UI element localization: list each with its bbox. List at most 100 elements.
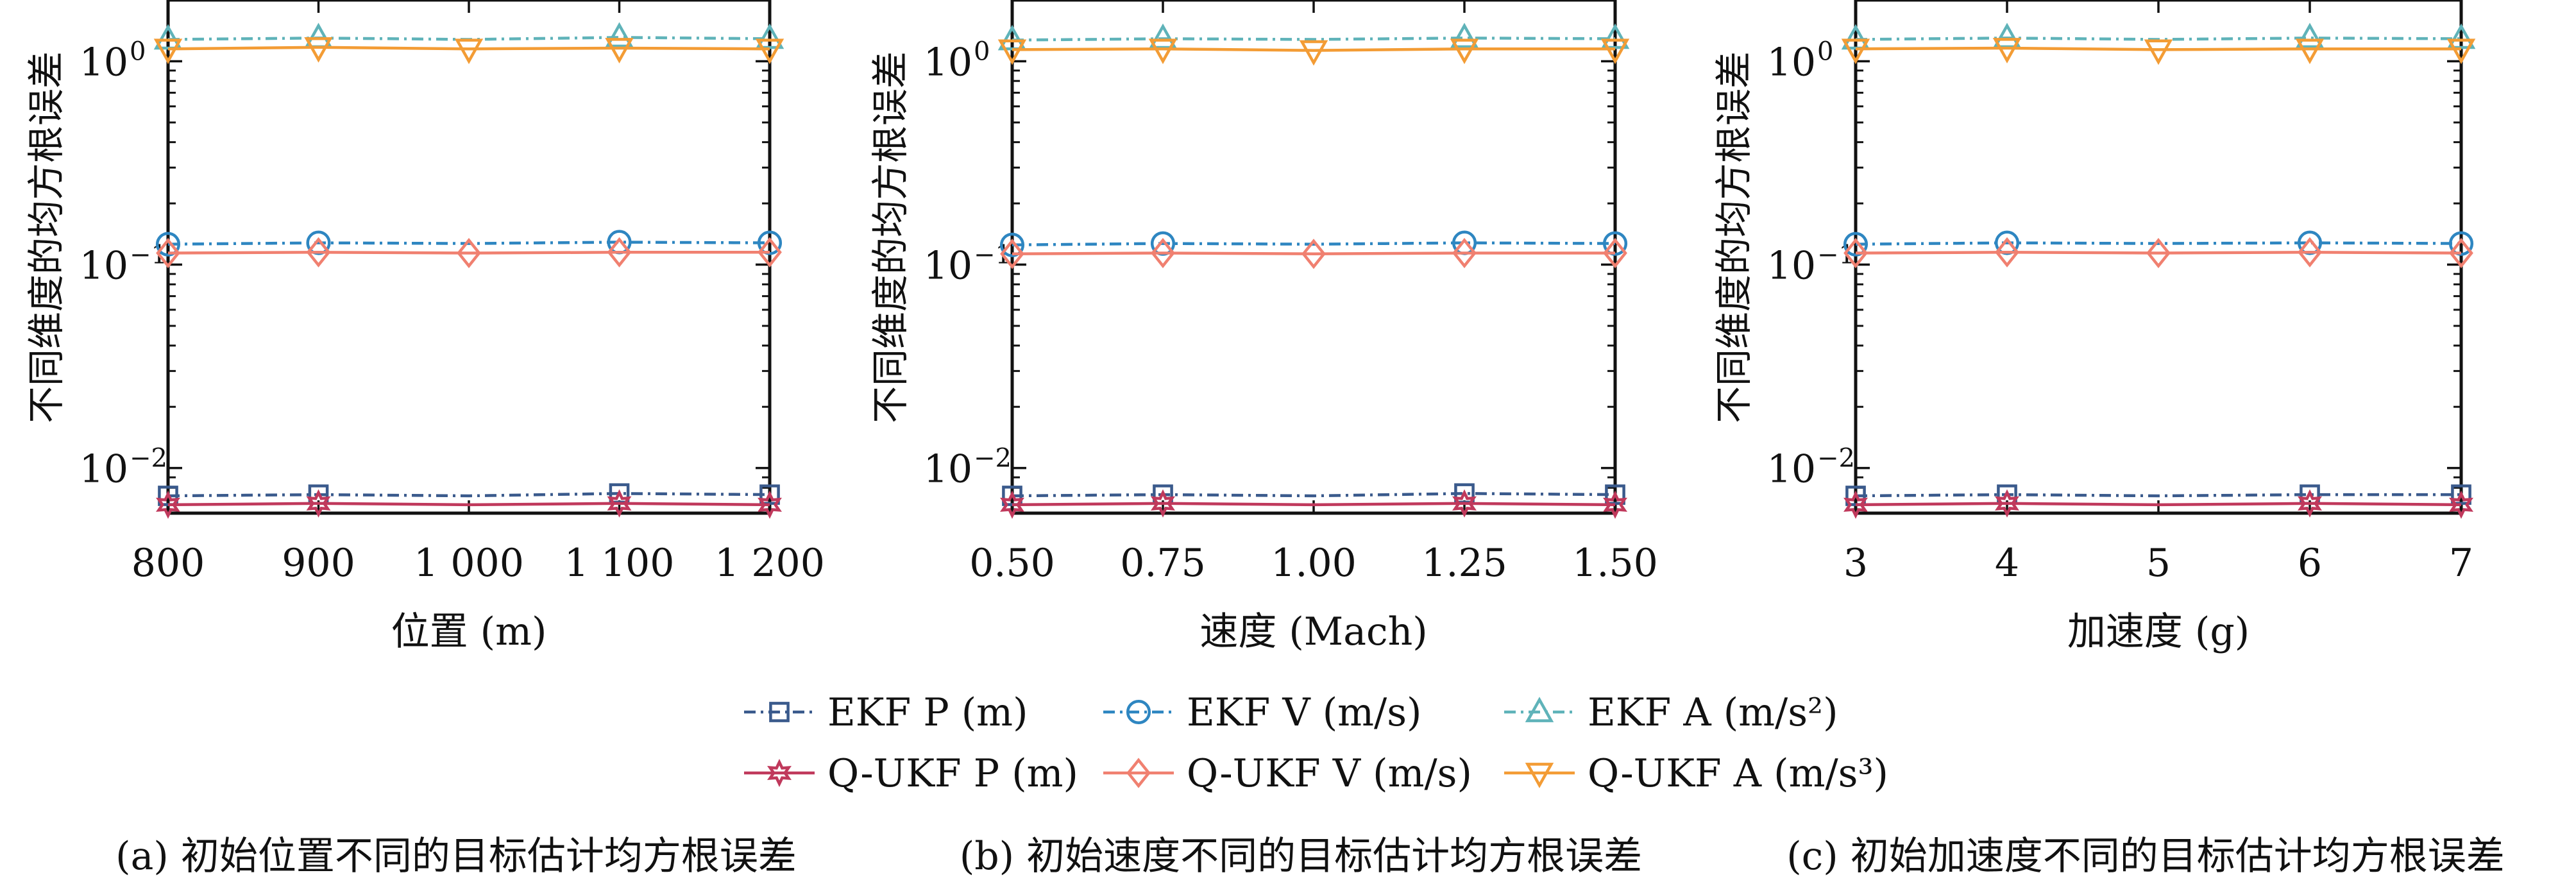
series-line-ekf_a <box>1855 37 2462 41</box>
legend-item-ekf_p: EKF P (m) <box>744 690 1028 735</box>
legend-marker-diamond <box>1126 758 1151 788</box>
series-line-qukf_v <box>1855 251 2462 255</box>
legend-item-qukf_p: Q-UKF P (m) <box>744 751 1078 796</box>
legend-marker-triangle-down <box>1525 763 1554 788</box>
data-point-ekf_v <box>2448 231 2474 256</box>
data-point-ekf_a <box>2295 22 2325 49</box>
y-tick-exponent: −1 <box>130 241 167 270</box>
data-point-qukf_a <box>1299 40 1328 66</box>
data-point-qukf_p <box>607 489 632 518</box>
series-line-ekf_v <box>1855 241 2462 246</box>
series-ekf_v <box>155 230 783 257</box>
legend-item-ekf_a: EKF A (m/s²) <box>1504 690 1838 735</box>
data-point-qukf_v <box>156 237 180 269</box>
x-tick-label: 7 <box>2449 541 2473 586</box>
data-point-qukf_v <box>607 237 632 267</box>
x-tick-label: 1.25 <box>1421 541 1507 586</box>
y-tick-label: 10 <box>924 447 972 492</box>
series-line-qukf_a <box>1012 47 1615 52</box>
data-point-qukf_a <box>2295 38 2325 65</box>
legend-label: EKF P (m) <box>827 690 1028 735</box>
x-axis-label: 位置 (m) <box>391 609 547 654</box>
x-tick-label: 0.75 <box>1120 541 1206 586</box>
data-point-qukf_p <box>1452 489 1477 518</box>
y-tick-label: 10 <box>1767 40 1816 85</box>
x-tick-label: 1.00 <box>1271 541 1357 586</box>
y-tick-label: 10 <box>1767 447 1816 492</box>
data-point-ekf_v <box>155 232 181 257</box>
panel-caption: (a) 初始位置不同的目标估计均方根误差 <box>115 834 797 879</box>
data-point-qukf_p <box>1995 489 2019 518</box>
legend-marker-triangle-up <box>1525 697 1554 722</box>
data-point-qukf_a <box>605 38 634 64</box>
legend-marker-star <box>767 758 792 788</box>
series-line-qukf_p <box>167 502 770 507</box>
data-point-qukf_a <box>1992 38 2022 64</box>
legend-label: Q-UKF P (m) <box>827 751 1078 796</box>
y-tick-exponent: −1 <box>974 241 1012 270</box>
y-tick-label: 10 <box>924 40 972 85</box>
series-line-ekf_p <box>1855 493 2461 498</box>
series-ekf_a <box>997 22 1630 51</box>
plot-frame <box>1010 0 1617 515</box>
series-qukf_a <box>1841 38 2476 65</box>
series-qukf_a <box>153 37 784 65</box>
y-tick-label: 10 <box>80 447 128 492</box>
series-ekf_a <box>153 22 784 50</box>
legend-label: EKF A (m/s²) <box>1588 690 1838 735</box>
y-tick-exponent: 0 <box>1817 37 1833 66</box>
legend-item-qukf_v: Q-UKF V (m/s) <box>1103 751 1472 796</box>
x-tick-label: 1 200 <box>715 541 825 586</box>
legend-item-qukf_a: Q-UKF A (m/s³) <box>1504 751 1888 796</box>
x-tick-label: 1 000 <box>414 541 524 586</box>
series-ekf_a <box>1841 22 2476 50</box>
data-point-qukf_p <box>2449 490 2473 519</box>
plot-frame <box>166 0 772 515</box>
data-point-qukf_a <box>755 38 784 65</box>
x-tick-label: 900 <box>282 541 355 586</box>
data-point-qukf_v <box>1452 237 1477 269</box>
data-point-qukf_p <box>2298 489 2322 518</box>
data-point-qukf_a <box>454 38 484 65</box>
y-tick-exponent: 0 <box>974 37 990 66</box>
series-line-qukf_v <box>1012 251 1615 255</box>
data-point-qukf_v <box>1995 237 2019 267</box>
series-line-qukf_a <box>167 46 770 51</box>
series-line-ekf_v <box>167 241 770 246</box>
x-tick-label: 1 100 <box>564 541 675 586</box>
x-tick-label: 6 <box>2298 541 2322 586</box>
series-qukf_p <box>1843 489 2473 519</box>
series-line-ekf_p <box>1012 492 1616 498</box>
x-tick-label: 3 <box>1843 541 1868 586</box>
data-point-qukf_v <box>2146 237 2171 269</box>
legend-marker-square <box>769 702 790 722</box>
data-point-qukf_v <box>1151 237 1175 269</box>
y-tick-exponent: −1 <box>1817 241 1855 270</box>
plot-frame <box>1854 0 2463 515</box>
y-axis-label: 不同维度的均方根误差 <box>1712 51 1756 423</box>
series-qukf_v <box>156 237 782 269</box>
y-tick-label: 10 <box>1767 244 1816 289</box>
legend-label: Q-UKF V (m/s) <box>1187 751 1472 796</box>
data-point-qukf_a <box>2144 39 2173 65</box>
data-point-qukf_p <box>1151 489 1175 518</box>
data-point-qukf_v <box>457 237 481 269</box>
data-point-qukf_v <box>1301 239 1326 269</box>
x-axis-label: 速度 (Mach) <box>1199 609 1427 654</box>
x-tick-label: 5 <box>2146 541 2171 586</box>
data-point-qukf_a <box>1450 38 1479 65</box>
series-line-qukf_p <box>1855 502 2462 507</box>
y-tick-label: 10 <box>80 244 128 289</box>
legend-label: EKF V (m/s) <box>1187 690 1421 735</box>
data-point-qukf_a <box>1841 38 1870 65</box>
series-line-ekf_a <box>1012 37 1616 42</box>
data-point-qukf_p <box>1603 490 1627 519</box>
data-point-qukf_a <box>153 38 183 65</box>
series-qukf_p <box>156 489 782 519</box>
legend-item-ekf_v: EKF V (m/s) <box>1103 690 1421 735</box>
series-line-qukf_a <box>1855 46 2461 51</box>
